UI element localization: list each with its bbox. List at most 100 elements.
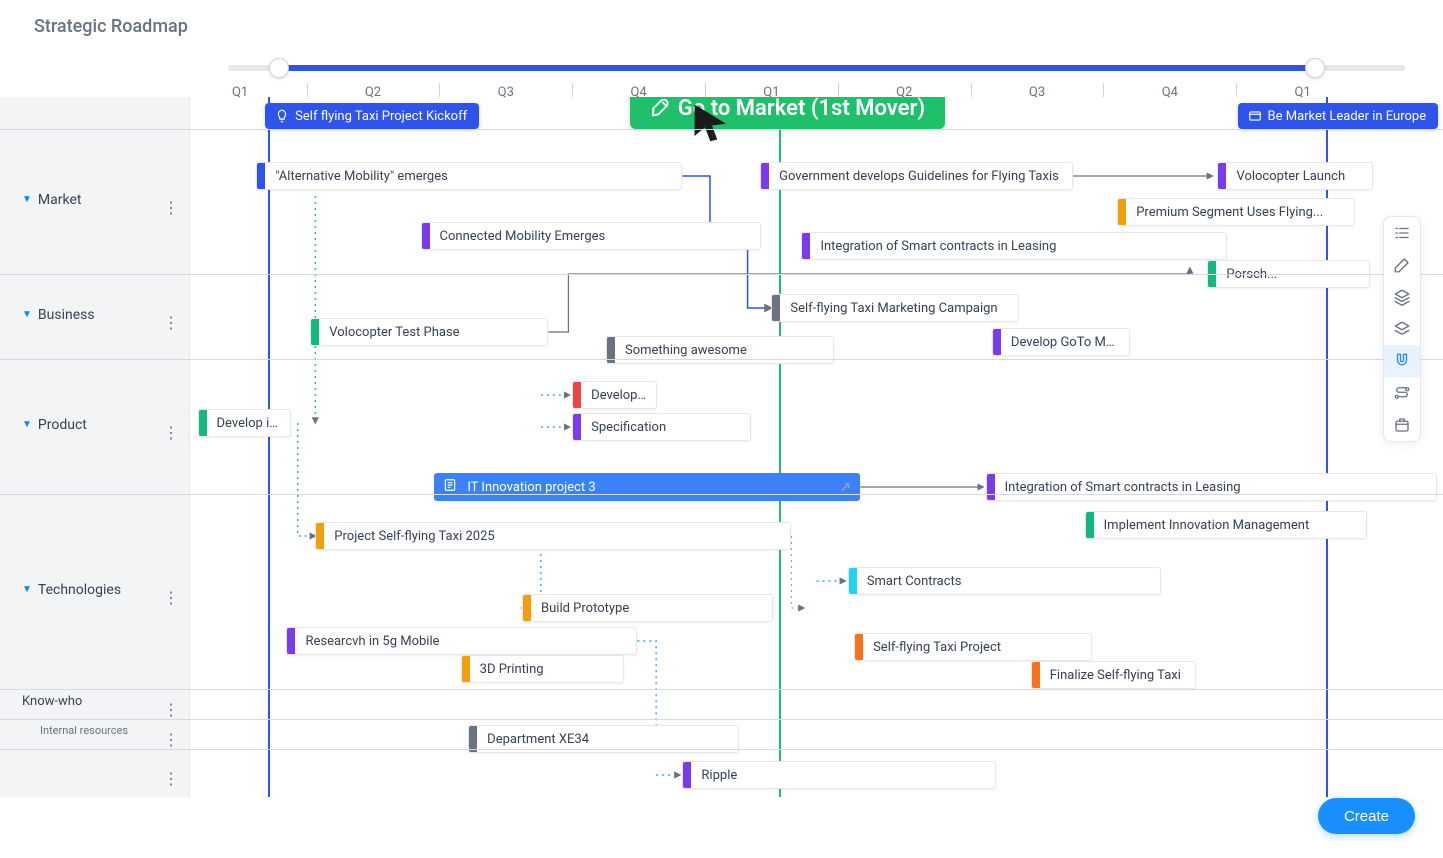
- card-label: Self-flying Taxi Marketing Campaign: [780, 301, 1007, 316]
- card-color-bar: [802, 233, 810, 259]
- card-color-bar: [311, 319, 319, 345]
- pencil-icon[interactable]: [1384, 249, 1420, 281]
- card-spec[interactable]: Specification: [572, 413, 751, 441]
- card-impl-inn[interactable]: Implement Innovation Management: [1085, 511, 1367, 539]
- card-proj-sft[interactable]: Project Self-flying Taxi 2025: [315, 522, 791, 550]
- card-color-bar: [573, 414, 581, 440]
- card-label: Project Self-flying Taxi 2025: [324, 529, 504, 544]
- card-finalize[interactable]: Finalize Self-flying Taxi: [1031, 661, 1196, 689]
- card-volo-test[interactable]: Volocopter Test Phase: [310, 318, 548, 346]
- magnet-icon[interactable]: [1384, 345, 1420, 377]
- card-label: Integration of Smart contracts in Leasin…: [995, 480, 1251, 495]
- card-5g[interactable]: Researcvh in 5g Mobile: [286, 627, 637, 655]
- card-color-bar: [772, 295, 780, 321]
- card-gov-guide[interactable]: Government develops Guidelines for Flyin…: [760, 162, 1073, 190]
- card-label: Connected Mobility Emerges: [430, 229, 616, 244]
- lane-label: Know-who: [22, 694, 82, 709]
- card-smart-int[interactable]: Integration of Smart contracts in Leasin…: [801, 232, 1227, 260]
- card-label: Government develops Guidelines for Flyin…: [769, 169, 1069, 184]
- card-volo-launch[interactable]: Volocopter Launch: [1217, 162, 1372, 190]
- lane-menu-icon[interactable]: ⋮: [163, 315, 180, 331]
- card-label: Smart Contracts: [857, 574, 972, 589]
- card-label: Self-flying Taxi Project: [863, 640, 1011, 655]
- layers-icon[interactable]: [1384, 281, 1420, 313]
- card-color-bar: [987, 474, 995, 500]
- card-label: Develop in...: [207, 416, 291, 431]
- card-it-innov[interactable]: IT Innovation project 3↗: [434, 473, 860, 501]
- chevron-down-icon: ▼: [22, 584, 32, 595]
- card-3dprint[interactable]: 3D Printing: [461, 655, 624, 683]
- lane-business[interactable]: ▼Business⋮: [0, 307, 190, 323]
- range-fill[interactable]: [279, 65, 1315, 71]
- lane-separator: [0, 719, 1443, 720]
- card-smart-int2[interactable]: Integration of Smart contracts in Leasin…: [986, 473, 1437, 501]
- lane-separator: [0, 359, 1443, 360]
- chevron-down-icon: ▼: [22, 309, 32, 320]
- range-handle-left[interactable]: [269, 58, 289, 78]
- lane-menu-icon[interactable]: ⋮: [163, 771, 180, 787]
- card-color-bar: [761, 163, 769, 189]
- layers2-icon[interactable]: [1384, 313, 1420, 345]
- range-handle-right[interactable]: [1305, 58, 1325, 78]
- rocket-icon: [650, 97, 672, 119]
- window-icon: [1248, 109, 1262, 123]
- lane-menu-icon[interactable]: ⋮: [163, 200, 180, 216]
- right-toolbar: [1383, 216, 1421, 442]
- milestone-label: Be Market Leader in Europe: [1268, 109, 1427, 124]
- card-label: Develop GoTo Mar...: [1001, 335, 1129, 350]
- milestone-kickoff[interactable]: Self flying Taxi Project Kickoff: [265, 103, 479, 129]
- quarter-tick: [439, 83, 440, 97]
- lane-separator: [0, 494, 1443, 495]
- card-develop[interactable]: Develop...: [572, 381, 657, 409]
- lane-internal-resources[interactable]: Internal resources⋮: [0, 724, 190, 737]
- connector: [298, 423, 316, 536]
- lane-technologies[interactable]: ▼Technologies⋮: [0, 582, 190, 598]
- card-dev-in[interactable]: Develop in...: [198, 409, 292, 437]
- card-ripple[interactable]: Ripple: [682, 761, 995, 789]
- lane-menu-icon[interactable]: ⋮: [163, 425, 180, 441]
- card-mkt-camp[interactable]: Self-flying Taxi Marketing Campaign: [771, 294, 1019, 322]
- card-goto-dev[interactable]: Develop GoTo Mar...: [992, 328, 1130, 356]
- lane-menu-icon[interactable]: ⋮: [163, 590, 180, 606]
- connector: [791, 536, 804, 608]
- card-conn-mob[interactable]: Connected Mobility Emerges: [421, 222, 762, 250]
- quarter-tick: [838, 83, 839, 97]
- lane-menu-icon[interactable]: ⋮: [163, 702, 180, 718]
- card-alt-mob[interactable]: "Alternative Mobility" emerges: [256, 162, 682, 190]
- card-label: Implement Innovation Management: [1094, 518, 1320, 533]
- card-label: Finalize Self-flying Taxi: [1040, 668, 1191, 683]
- card-smart-ct[interactable]: Smart Contracts: [848, 567, 1161, 595]
- quarter-tick: [1236, 83, 1237, 97]
- card-color-bar: [199, 410, 207, 436]
- list-icon[interactable]: [1384, 217, 1420, 249]
- quarter-tick: [705, 83, 706, 97]
- card-color-bar: [1118, 199, 1126, 225]
- card-color-bar: [1086, 512, 1094, 538]
- lane-product[interactable]: ▼Product⋮: [0, 417, 190, 433]
- card-build-pt[interactable]: Build Prototype: [522, 594, 773, 622]
- card-label: 3D Printing: [470, 662, 554, 677]
- milestone-label: Go to Market (1st Mover): [678, 97, 925, 121]
- card-color-bar: [316, 523, 324, 549]
- route-icon[interactable]: [1384, 377, 1420, 409]
- milestone-vline: [268, 97, 270, 797]
- card-color-bar: [849, 568, 857, 594]
- create-button[interactable]: Create: [1318, 798, 1415, 834]
- milestone-vline: [779, 97, 781, 797]
- lane-label: Technologies: [38, 582, 121, 598]
- card-label: Develop...: [581, 388, 656, 403]
- card-color-bar: [1218, 163, 1226, 189]
- lane-separator: [0, 749, 1443, 750]
- card-sft-proj[interactable]: Self-flying Taxi Project: [854, 633, 1092, 661]
- lane-separator: [0, 274, 1443, 275]
- lane-market[interactable]: ▼Market⋮: [0, 192, 190, 208]
- card-label: Specification: [581, 420, 676, 435]
- swimlane-container: Self flying Taxi Project Kickoff Go to Ma…: [0, 97, 1443, 797]
- box-icon[interactable]: [1384, 409, 1420, 441]
- milestone-gomarket[interactable]: Go to Market (1st Mover): [630, 97, 945, 129]
- milestone-leader[interactable]: Be Market Leader in Europe: [1238, 103, 1439, 129]
- lane-label: Market: [38, 192, 82, 208]
- card-premium[interactable]: Premium Segment Uses Flying...: [1117, 198, 1355, 226]
- lane-know-who[interactable]: Know-who⋮: [0, 694, 190, 709]
- lane-menu-icon[interactable]: ⋮: [163, 732, 180, 748]
